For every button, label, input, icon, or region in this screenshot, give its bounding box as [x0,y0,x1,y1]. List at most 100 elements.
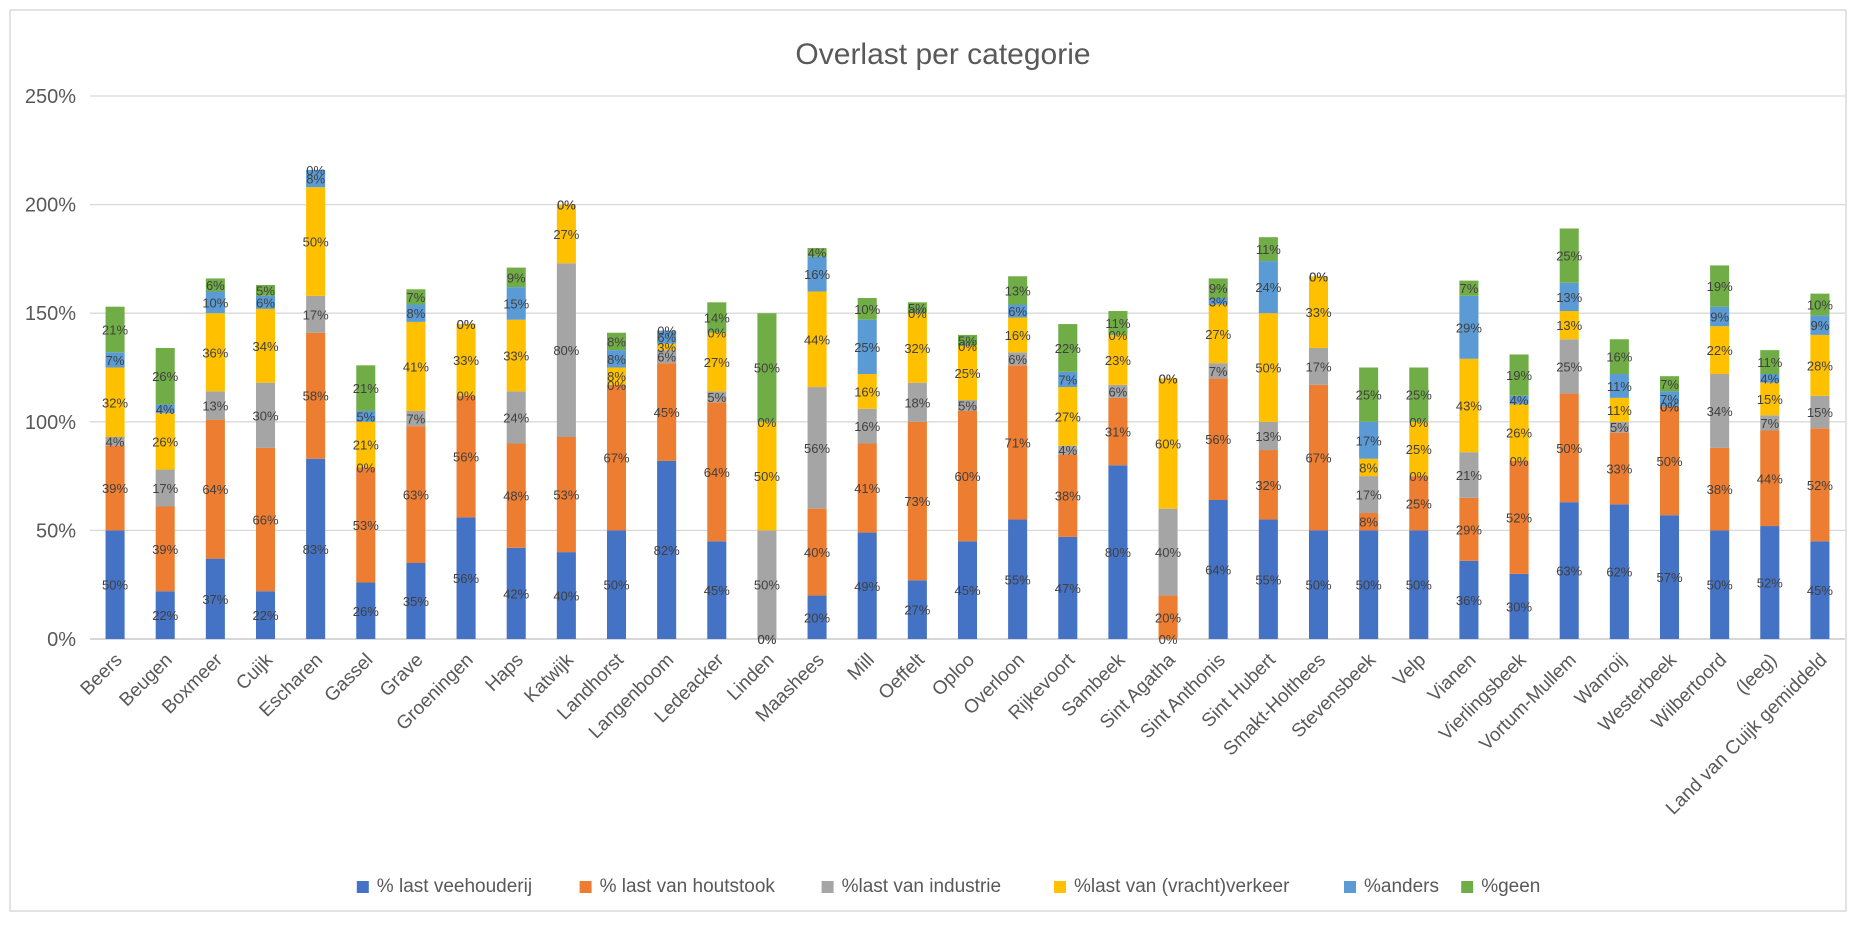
bar-segment [1158,378,1178,509]
data-label: 8% [1359,460,1378,475]
data-label: 35% [403,594,429,609]
bar-segment [1810,293,1830,316]
bar-segment [657,350,677,364]
bar-segment [306,332,326,459]
bar-segment [1710,306,1730,327]
data-label: 50% [1556,441,1582,456]
bar-segment [1509,404,1529,461]
bar-segment [1459,280,1479,296]
bar-segment [757,421,777,531]
data-label: 8% [1359,515,1378,530]
data-label: 34% [1707,404,1733,419]
data-label: 18% [904,395,930,410]
bar-segment [957,400,978,411]
data-label: 4% [156,402,175,417]
bar-segment [306,295,326,333]
data-label: 0% [1660,400,1679,415]
bar-segment [1258,519,1278,639]
data-label: 22% [1055,341,1081,356]
bar-segment [1659,515,1680,639]
bar-segment [606,384,627,531]
data-label: 4% [1058,443,1077,458]
data-label: 44% [1757,471,1783,486]
legend-swatch [821,881,834,893]
bar-segment [1008,352,1028,366]
bar-segment [356,467,376,583]
bar-segment [1509,354,1529,396]
bar-segment [1609,504,1629,639]
bar-segment [1409,476,1429,531]
data-label: 9% [1710,309,1729,324]
data-label: 16% [1606,350,1632,365]
data-label: 39% [152,542,178,557]
bar-segment [155,506,175,592]
bar-segment [606,332,627,351]
bar-segment [606,530,627,639]
data-label: 3% [1209,294,1228,309]
bar-segment [356,410,376,422]
data-label: 11% [1607,379,1632,394]
bar-segment [1058,371,1078,388]
y-tick-label: 50% [36,520,76,542]
data-label: 5% [958,333,977,348]
legend-label: %anders [1364,876,1439,897]
data-label: 33% [503,349,529,364]
bar-segment [857,297,877,320]
data-label: 15% [503,296,529,311]
data-label: 48% [503,489,529,504]
data-label: 23% [1105,353,1131,368]
bar-segment [105,367,125,438]
bar-segment [456,324,476,396]
bar-segment [1258,450,1278,520]
bar-segment [255,382,276,448]
data-label: 17% [152,481,178,496]
bar-segment [155,469,175,507]
data-label: 8% [306,172,325,187]
data-label: 8% [607,369,626,384]
bar-segment [506,443,526,548]
bar-segment [707,391,727,403]
bar-segment [707,302,727,333]
bar-segment [1710,374,1730,448]
bar-segment [957,541,978,639]
legend-swatch [356,881,369,893]
data-label: 7% [1460,281,1479,296]
bar-segment [155,413,175,470]
data-label: 62% [1606,565,1632,580]
bar-segment [1258,237,1278,262]
data-label: 52% [1807,478,1833,493]
y-tick-label: 200% [25,195,76,217]
data-label: 7% [1760,416,1779,431]
bar-segment [957,334,978,346]
data-label: 6% [1008,304,1027,319]
data-label: 7% [1660,392,1679,407]
data-label: 63% [403,488,429,503]
legend: % last veehouderij % last van houtstook %l… [356,876,1540,897]
bar-segment [556,263,576,438]
bar-segment [807,508,827,596]
data-label: 52% [1506,510,1532,525]
bar-segment [1459,560,1479,639]
bar-segment [1258,421,1278,451]
bar-segment [1459,358,1479,453]
data-label: 8% [607,334,626,349]
data-label: 27% [1055,409,1081,424]
data-label: 15% [1757,392,1783,407]
bar-segment [1208,363,1228,379]
bar-segment [907,313,927,383]
bar-segment [1359,476,1379,514]
data-label: 21% [102,322,128,337]
data-label: 83% [303,542,329,557]
bar-segment [1409,367,1429,422]
data-label: 25% [1406,388,1432,403]
data-label: 17% [1356,433,1382,448]
data-label: 49% [854,579,880,594]
data-label: 13% [1556,290,1582,305]
data-label: 41% [403,359,429,374]
bar-segment [1710,447,1730,531]
data-label: 0% [657,324,676,339]
data-label: 13% [1005,283,1031,298]
data-label: 0% [1409,415,1428,430]
data-label: 6% [657,330,676,345]
bar-segment [1058,445,1078,455]
